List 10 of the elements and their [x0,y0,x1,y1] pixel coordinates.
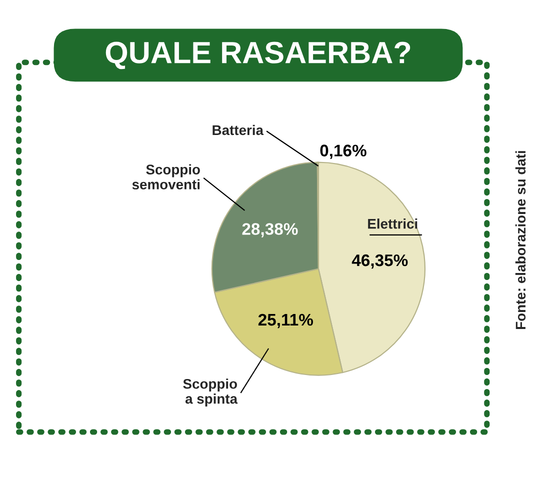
slice-label: Scoppio semoventi [132,164,200,190]
chart-title: QUALE RASAERBA? [106,42,410,70]
data-label: 28,38% [242,223,298,238]
slice-label: Scoppio a spinta [183,378,238,407]
data-label: 25,11% [258,314,313,328]
slice-label: Batteria [212,124,264,136]
slice-label: Elettrici [368,218,418,229]
source-note: Fonte: elaborazione su dati [515,151,526,329]
data-label: 46,35% [352,254,408,269]
data-label: 0,16% [320,144,366,159]
